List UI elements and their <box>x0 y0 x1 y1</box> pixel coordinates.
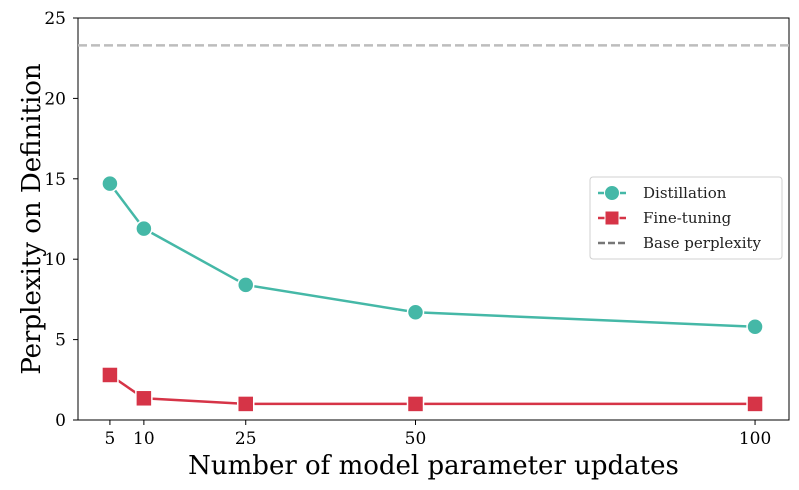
distillation-point <box>236 276 255 294</box>
x-tick-label: 50 <box>405 429 427 449</box>
fine-tuning-point <box>101 366 119 384</box>
legend-label-base-perplexity: Base perplexity <box>643 234 762 252</box>
fine-tuning-line <box>109 373 756 406</box>
distillation-point <box>135 219 153 238</box>
legend-label-fine-tuning: Fine-tuning <box>643 209 732 227</box>
legend-box <box>589 176 783 260</box>
x-tick-label: 10 <box>133 429 155 449</box>
y-tick-label: 5 <box>55 331 66 351</box>
fine-tuning-point <box>135 389 153 408</box>
legend-marker-distillation <box>604 185 620 201</box>
fine-tuning-point <box>746 395 764 413</box>
y-tick-label: 15 <box>44 170 66 190</box>
fine-tuning-point <box>236 395 255 413</box>
y-tick-label: 25 <box>44 9 66 29</box>
y-tick-label: 20 <box>44 89 66 109</box>
legend: Distillation Fine-tuning Base perplexity <box>589 176 783 260</box>
y-axis-title: Perplexity on Definition <box>17 63 47 375</box>
x-axis-title: Number of model parameter updates <box>188 451 679 481</box>
legend-label-distillation: Distillation <box>643 184 727 202</box>
distillation-point <box>746 317 764 336</box>
distillation-point <box>101 174 119 193</box>
legend-marker-fine-tuning <box>604 210 620 226</box>
y-tick-label: 0 <box>55 411 66 431</box>
x-tick-label: 25 <box>235 429 257 449</box>
y-tick-label: 10 <box>44 250 66 270</box>
x-tick-label: 5 <box>105 429 116 449</box>
x-tick-label: 100 <box>739 429 771 449</box>
plot-frame <box>77 17 790 421</box>
distillation-point <box>406 303 425 322</box>
fine-tuning-point <box>406 395 425 413</box>
